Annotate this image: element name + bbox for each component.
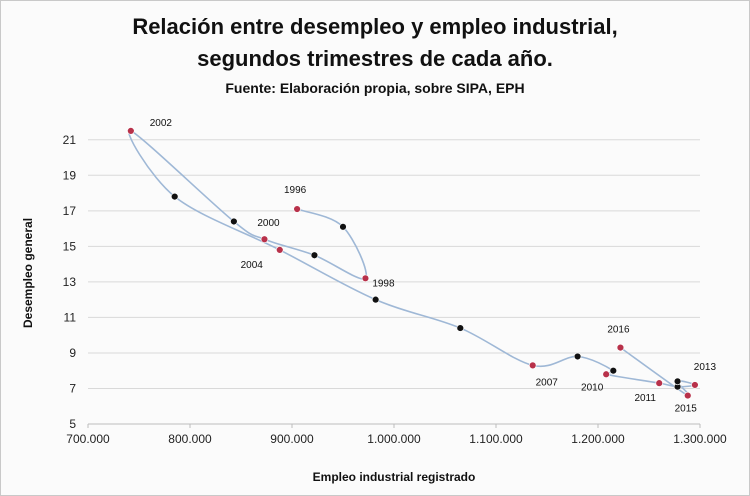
y-tick-label: 19	[63, 168, 77, 182]
data-point	[691, 381, 699, 389]
series-line	[128, 130, 696, 398]
data-point	[127, 127, 135, 135]
y-axis-title: Desempleo general	[21, 218, 35, 328]
data-point	[310, 251, 319, 259]
y-tick-label: 5	[69, 417, 76, 431]
data-point	[171, 192, 179, 201]
x-tick-label: 1.300.000	[673, 432, 727, 446]
data-label: 1998	[372, 278, 395, 289]
chart-subtitle: segundos trimestres de cada año.	[197, 46, 553, 71]
chart-title: Relación entre desempleo y empleo indust…	[132, 14, 618, 39]
data-point	[230, 217, 238, 226]
y-tick-label: 15	[63, 239, 77, 253]
data-label: 2013	[694, 362, 717, 373]
y-tick-label: 9	[69, 346, 76, 360]
data-point	[655, 379, 663, 387]
data-point	[609, 367, 617, 375]
data-label: 1996	[284, 185, 307, 196]
y-tick-label: 7	[69, 381, 76, 395]
data-point	[684, 391, 692, 400]
data-point	[602, 370, 610, 378]
data-label: 2011	[634, 393, 656, 404]
data-label: 2016	[607, 325, 630, 336]
x-tick-label: 700.000	[66, 432, 110, 446]
y-tick-label: 21	[63, 133, 77, 147]
data-label: 2002	[150, 118, 173, 129]
x-tick-label: 1.100.000	[469, 432, 523, 446]
data-point	[339, 223, 347, 231]
data-label: 2010	[581, 382, 604, 393]
data-label: 2000	[257, 218, 280, 229]
data-point	[573, 352, 582, 361]
data-label: 2015	[675, 404, 698, 415]
data-point	[456, 324, 464, 332]
data-point	[616, 343, 625, 352]
x-axis-title: Empleo industrial registrado	[313, 470, 476, 484]
y-tick-label: 13	[63, 275, 77, 289]
data-point	[529, 361, 537, 370]
data-point	[361, 274, 370, 283]
x-tick-label: 1.200.000	[571, 432, 625, 446]
data-point	[260, 235, 269, 243]
data-point	[673, 377, 682, 386]
x-tick-label: 800.000	[168, 432, 212, 446]
data-point	[371, 295, 380, 304]
data-label: 2007	[536, 377, 559, 388]
y-tick-label: 17	[63, 204, 77, 218]
data-point	[276, 246, 284, 254]
y-tick-label: 11	[64, 310, 77, 324]
chart-source: Fuente: Elaboración propia, sobre SIPA, …	[225, 80, 525, 96]
x-tick-label: 900.000	[270, 432, 314, 446]
data-label: 2004	[241, 260, 264, 271]
x-tick-label: 1.000.000	[367, 432, 421, 446]
data-point	[293, 205, 301, 213]
